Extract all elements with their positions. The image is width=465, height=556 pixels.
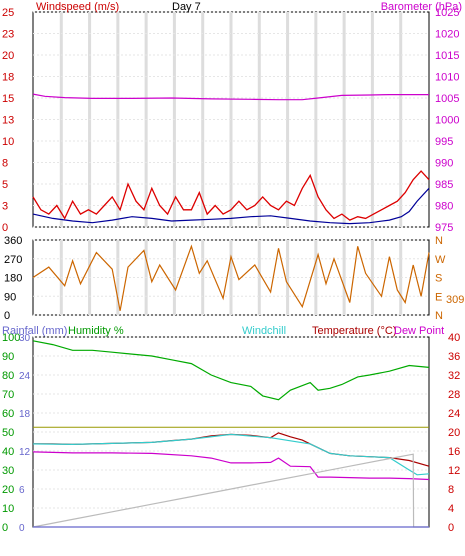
humidity-tick-label: 70 xyxy=(2,389,14,401)
humidity-tick-label: 20 xyxy=(2,484,14,496)
right-tick-label: E xyxy=(435,291,442,303)
series-windchill xyxy=(32,433,430,476)
right-tick-label: 990 xyxy=(435,158,453,170)
left-tick-label: 360 xyxy=(4,235,22,247)
wind-barometer-chart: 25 23 20 18 15 13 10 8 5 3 0 1025 1020 1015 1010 1005 10… xyxy=(2,1,462,234)
right-tick-label: 995 xyxy=(435,136,453,148)
temperature-tick-label: 12 xyxy=(448,465,460,477)
temperature-tick-label: 36 xyxy=(448,351,460,363)
left-tick-label: 18 xyxy=(2,72,14,84)
header-humidity: Humidity % xyxy=(68,325,124,337)
right-tick-label: 1005 xyxy=(435,93,459,105)
left-tick-label: 180 xyxy=(4,273,22,285)
humidity-tick-label: 80 xyxy=(2,370,14,382)
left-tick-label: 20 xyxy=(2,50,14,62)
rainfall-tick-label: 6 xyxy=(19,485,25,496)
right-tick-label: 1000 xyxy=(435,115,459,127)
series-dew-point xyxy=(32,451,430,481)
right-tick-label: W xyxy=(435,254,446,266)
left-tick-label: 90 xyxy=(4,291,16,303)
humidity-tick-label: 90 xyxy=(2,351,14,363)
series-humidity xyxy=(32,340,430,401)
temperature-tick-label: 40 xyxy=(448,332,460,344)
series-group-2 xyxy=(32,244,430,311)
rainfall-tick-label: 12 xyxy=(19,447,31,458)
series-barometer xyxy=(32,93,429,101)
temperature-tick-label: 24 xyxy=(448,408,460,420)
temperature-tick-label: 20 xyxy=(448,427,460,439)
right-tick-label: 1020 xyxy=(435,29,459,41)
rainfall-tick-label: 0 xyxy=(19,523,25,534)
right-tick-label: S xyxy=(435,273,442,285)
humidity-tick-label: 30 xyxy=(2,465,14,477)
series-group-1 xyxy=(32,93,430,225)
humidity-tick-label: 40 xyxy=(2,446,14,458)
grid-2 xyxy=(33,239,429,316)
left-tick-label: 23 xyxy=(2,29,14,41)
temperature-tick-label: 16 xyxy=(448,446,460,458)
left-tick-label: 270 xyxy=(4,254,22,266)
temperature-tick-label: 8 xyxy=(448,484,454,496)
series-wind-direction xyxy=(32,244,430,311)
series-wind-average xyxy=(32,187,430,225)
left-tick-label: 0 xyxy=(4,310,10,322)
left-tick-label: 15 xyxy=(2,93,14,105)
temperature-humidity-chart: 4036322824201612840100908070605040302010… xyxy=(2,325,460,534)
tick-labels-3: 4036322824201612840100908070605040302010… xyxy=(2,332,460,534)
right-tick-label: 985 xyxy=(435,179,453,191)
right-axis-label-1: Barometer (hPa) xyxy=(381,1,462,13)
humidity-tick-label: 100 xyxy=(2,332,20,344)
temperature-tick-label: 4 xyxy=(448,503,454,515)
series-rainfall-mm xyxy=(32,453,429,528)
right-tick-label: N xyxy=(435,310,443,322)
left-tick-label: 0 xyxy=(2,222,8,234)
humidity-tick-label: 60 xyxy=(2,408,14,420)
humidity-tick-label: 0 xyxy=(2,522,8,534)
right-tick-label: 1010 xyxy=(435,72,459,84)
right-tick-label: 1015 xyxy=(435,50,459,62)
series-group-3 xyxy=(32,340,430,528)
header-rainfall: Rainfall (mm) xyxy=(2,325,67,337)
rainfall-tick-label: 18 xyxy=(19,409,31,420)
left-tick-label: 10 xyxy=(2,136,14,148)
rainfall-tick-label: 24 xyxy=(19,371,31,382)
direction-annotation: 309 xyxy=(446,294,464,306)
temperature-tick-label: 32 xyxy=(448,370,460,382)
tick-labels-1: 25 23 20 18 15 13 10 8 5 3 0 1025 1020 1015 1010 1005 10… xyxy=(2,7,459,234)
series-wind-gust xyxy=(32,170,430,221)
left-tick-label: 13 xyxy=(2,115,14,127)
temperature-tick-label: 0 xyxy=(448,522,454,534)
right-tick-label: 975 xyxy=(435,222,453,234)
grid-1 xyxy=(33,11,429,228)
header-windchill: Windchill xyxy=(242,325,286,337)
left-tick-label: 5 xyxy=(2,179,8,191)
right-tick-label: 980 xyxy=(435,201,453,213)
left-tick-label: 8 xyxy=(2,158,8,170)
header-dewpoint: Dew Point xyxy=(394,325,444,337)
rainfall-tick-label: 30 xyxy=(19,333,31,344)
humidity-tick-label: 50 xyxy=(2,427,14,439)
header-temperature: Temperature (°C) xyxy=(312,325,396,337)
temperature-tick-label: 28 xyxy=(448,389,460,401)
right-tick-label: 1025 xyxy=(435,7,459,19)
right-tick-label: N xyxy=(435,235,443,247)
chart-title: Day 7 xyxy=(172,1,201,13)
left-tick-label: 25 xyxy=(2,7,14,19)
left-axis-label-1: Windspeed (m/s) xyxy=(36,1,119,13)
left-tick-label: 3 xyxy=(2,201,8,213)
humidity-tick-label: 10 xyxy=(2,503,14,515)
